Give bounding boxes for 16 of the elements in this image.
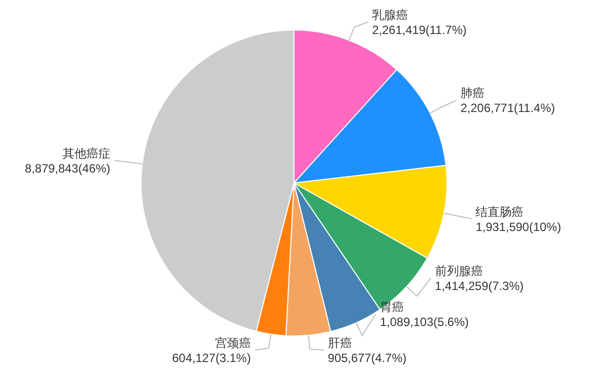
data-label: 905,677(4.7%) [328,351,407,365]
data-label: 1,089,103(5.6%) [380,315,469,329]
data-label: 8,879,843(46%) [24,161,110,176]
slice-label: 其他癌症 [62,146,110,160]
data-label: 1,414,259(7.3%) [434,279,524,293]
slice-label: 乳腺癌 [372,8,408,22]
slice-label: 肝癌 [328,336,352,350]
data-label: 604,127(3.1%) [172,351,251,365]
slice-label: 前列腺癌 [434,264,483,278]
data-label: 2,206,771(11.4%) [460,101,556,116]
data-label: 1,931,590(10%) [476,220,562,234]
slice-label: 宫颈癌 [214,336,251,350]
data-label: 2,261,419(11.7%) [372,23,467,37]
slice-label: 肺癌 [460,86,485,100]
slice-label: 结直肠癌 [476,204,524,219]
slice-label: 胃癌 [380,300,404,314]
